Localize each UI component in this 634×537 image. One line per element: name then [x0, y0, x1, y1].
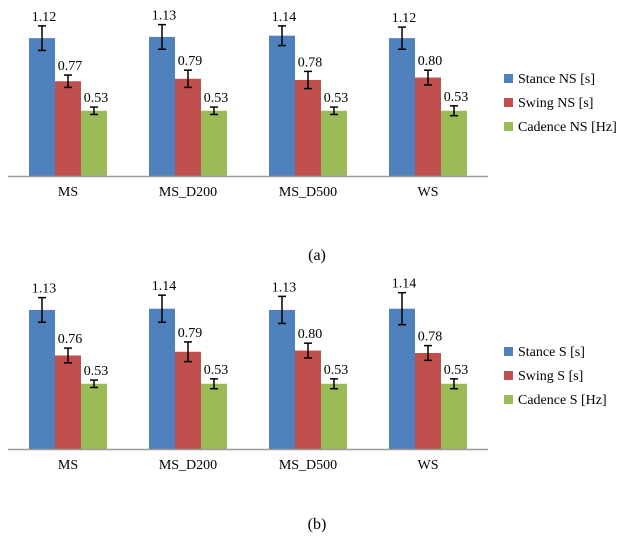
bar-cadence-ms: [81, 110, 107, 176]
error-bar: [184, 69, 192, 89]
legend-swatch-stance: [504, 347, 513, 356]
data-label: 0.80: [418, 54, 443, 69]
error-bar: [450, 105, 458, 117]
bar-stance-ws: [389, 308, 415, 449]
legend-label-stance: Stance NS [s]: [518, 72, 595, 87]
data-label: 0.53: [84, 91, 109, 106]
legend-swatch-cadence: [504, 395, 513, 404]
x-tick-label: WS: [418, 458, 439, 473]
x-tick-label: MS_D200: [159, 458, 217, 473]
data-label: 0.78: [418, 330, 443, 345]
bar-swing-ms-d500: [295, 80, 321, 176]
error-bar: [210, 378, 218, 390]
error-bar: [398, 291, 406, 326]
bar-swing-ms: [55, 81, 81, 176]
bar-stance-ms-d200: [149, 308, 175, 449]
bar-swing-ms-d200: [175, 78, 201, 176]
error-bar: [38, 25, 46, 52]
x-tick-label: MS_D200: [159, 185, 217, 200]
data-label: 1.13: [32, 282, 57, 297]
error-bar: [304, 342, 312, 359]
error-bar: [90, 379, 98, 389]
chart-panel-a: 1.12 0.77 0.53 MS 1.13 0.79 0.53 MS_D200 1.14 0.7…: [8, 9, 617, 264]
data-label: 1.14: [272, 10, 297, 25]
data-label: 0.80: [298, 327, 323, 342]
legend-swatch-cadence: [504, 122, 513, 131]
bar-stance-ws: [389, 38, 415, 177]
bar-stance-ms: [29, 309, 55, 449]
legend-swatch-swing: [504, 98, 513, 107]
data-label: 0.78: [298, 55, 323, 70]
error-bar: [424, 69, 432, 86]
error-bar: [64, 347, 72, 364]
error-bar: [38, 296, 46, 323]
x-tick-label: MS_D500: [279, 458, 337, 473]
bar-cadence-ms-d200: [201, 110, 227, 176]
error-bar: [90, 106, 98, 116]
error-bar: [278, 295, 286, 325]
error-bar: [278, 25, 286, 47]
error-bar: [64, 74, 72, 89]
legend-label-cadence: Cadence S [Hz]: [518, 393, 607, 408]
data-label: 0.76: [58, 332, 83, 347]
x-tick-label: WS: [418, 185, 439, 200]
bar-swing-ms-d200: [175, 351, 201, 449]
error-bar: [330, 378, 338, 390]
legend: Stance S [s] Swing S [s] Cadence S [Hz]: [504, 345, 607, 408]
legend-label-swing: Swing S [s]: [518, 369, 583, 384]
x-tick-label: MS_D500: [279, 185, 337, 200]
error-bar: [184, 341, 192, 363]
legend-label-cadence: Cadence NS [Hz]: [518, 120, 617, 135]
bar-stance-ms: [29, 38, 55, 177]
data-label: 0.53: [324, 363, 349, 378]
data-label: 1.13: [152, 9, 177, 24]
data-label: 0.53: [204, 91, 229, 106]
bar-swing-ws: [415, 77, 441, 176]
data-label: 0.53: [324, 91, 349, 106]
error-bar: [304, 70, 312, 90]
data-label: 0.79: [178, 326, 203, 341]
legend-label-stance: Stance S [s]: [518, 345, 585, 360]
data-label: 1.12: [32, 10, 57, 25]
error-bar: [450, 378, 458, 390]
error-bar: [398, 26, 406, 50]
bar-swing-ms-d500: [295, 350, 321, 449]
bar-cadence-ms-d500: [321, 110, 347, 176]
legend-label-swing: Swing NS [s]: [518, 96, 593, 111]
data-label: 0.53: [444, 363, 469, 378]
bar-cadence-ms-d200: [201, 383, 227, 449]
data-label: 0.77: [58, 59, 83, 74]
data-label: 0.53: [204, 363, 229, 378]
data-label: 1.14: [392, 277, 417, 292]
bar-stance-ms-d500: [269, 309, 295, 449]
bar-cadence-ms-d500: [321, 383, 347, 449]
error-bar: [330, 106, 338, 116]
bar-swing-ms: [55, 355, 81, 449]
chart-panel-b: 1.13 0.76 0.53 MS 1.14 0.79 0.53 MS_D200 1.13 0.8…: [8, 277, 607, 533]
bar-stance-ms-d500: [269, 35, 295, 176]
data-label: 1.13: [272, 280, 297, 295]
data-label: 1.14: [152, 279, 177, 294]
bar-cadence-ws: [441, 383, 467, 449]
bar-stance-ms-d200: [149, 36, 175, 176]
data-label: 0.79: [178, 54, 203, 69]
panel-caption: (a): [308, 247, 326, 264]
bar-cadence-ms: [81, 383, 107, 449]
x-tick-label: MS: [58, 185, 78, 200]
error-bar: [210, 106, 218, 116]
legend-swatch-stance: [504, 74, 513, 83]
legend-swatch-swing: [504, 371, 513, 380]
error-bar: [158, 294, 166, 323]
panel-caption: (b): [308, 516, 327, 533]
data-label: 1.12: [392, 11, 417, 26]
data-label: 0.53: [444, 90, 469, 105]
bar-cadence-ws: [441, 110, 467, 176]
x-tick-label: MS: [58, 458, 78, 473]
error-bar: [424, 344, 432, 362]
error-bar: [158, 23, 166, 50]
legend: Stance NS [s] Swing NS [s] Cadence NS [Hz]: [504, 72, 617, 135]
data-label: 0.53: [84, 364, 109, 379]
bar-swing-ws: [415, 353, 441, 449]
